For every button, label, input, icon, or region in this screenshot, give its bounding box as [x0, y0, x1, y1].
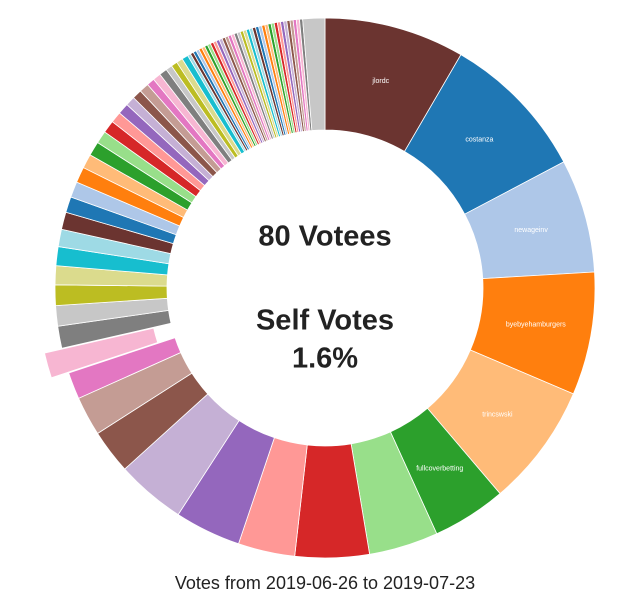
slice-label: fullcoverbetting: [416, 465, 463, 472]
footer: Votes from 2019-06-26 to 2019-07-23: [175, 573, 475, 593]
slice-label: newageinv: [514, 227, 548, 234]
slice-label: costanza: [465, 137, 493, 144]
slice-label: jlordc: [371, 78, 389, 85]
votee-count: 80 Votees: [258, 221, 391, 253]
slice: [68, 337, 182, 399]
slice-label: trincswski: [482, 412, 513, 419]
slice: [302, 17, 326, 131]
self-votes-value: 1.6%: [292, 343, 358, 375]
donut: jlordc costanza newageinv byebyehamburgers t…: [44, 17, 596, 559]
self-votes-label: Self Votes: [256, 305, 394, 337]
slice: [44, 327, 159, 379]
slice-label: byebyehamburgers: [506, 321, 566, 328]
